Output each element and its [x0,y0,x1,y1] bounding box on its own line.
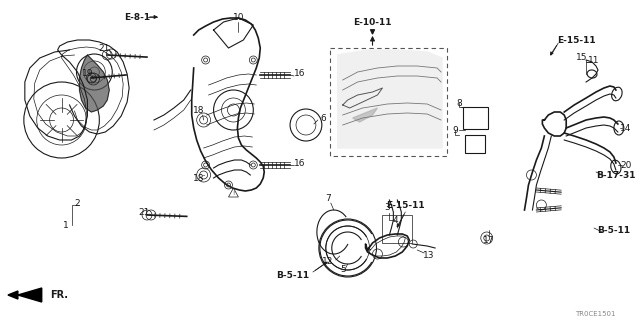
Bar [383,215,412,243]
Text: E-8-1: E-8-1 [124,12,150,21]
Text: B-17-31: B-17-31 [596,171,636,180]
Text: 5: 5 [340,266,346,275]
Bar [463,107,488,129]
Text: 10: 10 [233,12,244,21]
Polygon shape [353,108,378,122]
Bar [465,135,484,153]
Text: TR0CE1501: TR0CE1501 [575,311,616,317]
Text: FR.: FR. [50,290,68,300]
Text: 9: 9 [452,125,458,134]
Text: 16: 16 [294,68,306,77]
Text: 6: 6 [320,114,326,123]
Text: 8: 8 [456,99,462,108]
Polygon shape [338,50,442,148]
Text: 17: 17 [483,236,495,244]
Text: 19: 19 [82,68,93,77]
Text: 21: 21 [138,207,150,217]
Text: E-15-11: E-15-11 [557,36,595,44]
Text: 3: 3 [385,203,390,212]
Text: 12: 12 [322,258,333,267]
Text: 15: 15 [577,52,588,61]
Polygon shape [8,288,42,302]
Text: 2: 2 [75,198,80,207]
Text: 20: 20 [620,161,632,170]
Polygon shape [79,55,109,112]
Text: 11: 11 [588,55,600,65]
Text: 18: 18 [193,106,204,115]
Text: 4: 4 [392,215,398,225]
Text: E-15-11: E-15-11 [386,201,424,210]
Text: !: ! [232,190,235,196]
Text: 18: 18 [193,173,204,182]
Text: B-5-11: B-5-11 [276,270,310,279]
Text: 1: 1 [63,220,68,229]
Text: B-5-11: B-5-11 [597,226,630,235]
Text: 21: 21 [99,44,110,52]
Text: 7: 7 [325,194,331,203]
Text: 16: 16 [294,158,306,167]
Text: 13: 13 [424,251,435,260]
Text: E-10-11: E-10-11 [353,18,392,27]
Text: 14: 14 [620,124,632,132]
